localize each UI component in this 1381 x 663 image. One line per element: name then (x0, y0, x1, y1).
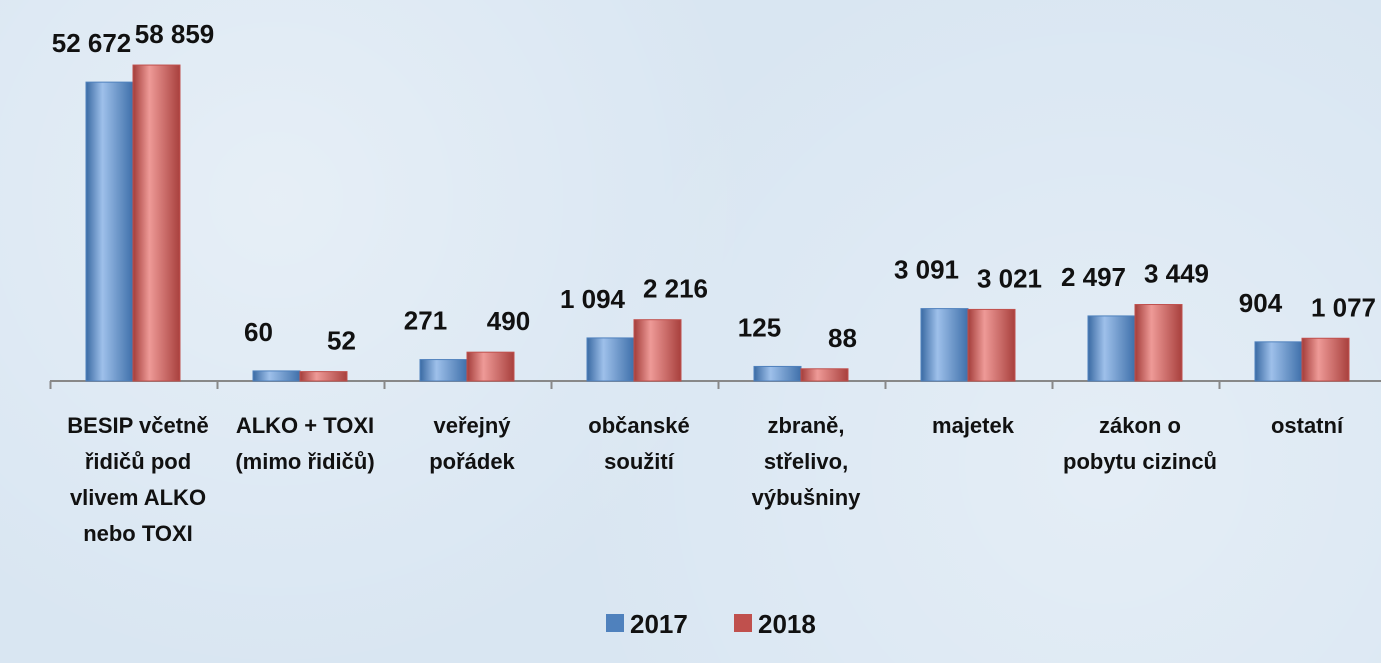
data-label: 1 077 (1311, 292, 1376, 322)
bar (633, 319, 682, 382)
data-label: 125 (738, 312, 781, 342)
data-label: 1 094 (560, 284, 626, 314)
x-tick-label: ALKO + TOXI (mimo řidičů) (235, 413, 375, 474)
bar (800, 368, 849, 382)
bar (1134, 304, 1183, 382)
x-tick-label: občanské soužití (588, 413, 690, 474)
bar (1254, 341, 1303, 382)
bar (299, 371, 348, 382)
data-label: 2 216 (643, 274, 708, 304)
legend-swatch (606, 614, 624, 632)
bar (967, 308, 1016, 382)
legend-label: 2018 (758, 609, 816, 639)
data-label: 3 021 (977, 263, 1042, 293)
bar (252, 370, 301, 382)
bar (1301, 337, 1350, 382)
bar (466, 351, 515, 382)
data-label: 88 (828, 323, 857, 353)
data-label: 271 (404, 306, 447, 336)
data-label: 3 449 (1144, 259, 1209, 289)
x-tick-label: zákon o pobytu cizinců (1063, 413, 1217, 474)
bar (85, 81, 134, 382)
x-tick-label: BESIP včetně řidičů pod vlivem ALKO nebo… (67, 413, 209, 546)
data-label: 2 497 (1061, 262, 1126, 292)
data-label: 60 (244, 317, 273, 347)
data-label: 52 672 (52, 28, 132, 58)
bar (586, 337, 635, 382)
data-label: 52 (327, 326, 356, 356)
x-tick-label: veřejný pořádek (429, 413, 515, 474)
bar (132, 64, 181, 382)
bar (753, 365, 802, 382)
data-label: 490 (487, 306, 530, 336)
bar (419, 359, 468, 382)
legend-swatch (734, 614, 752, 632)
legend-label: 2017 (630, 609, 688, 639)
data-label: 904 (1239, 288, 1283, 318)
bar (1087, 315, 1136, 382)
bar (920, 308, 969, 382)
x-tick-label: zbraně, střelivo, výbušniny (751, 413, 861, 510)
x-tick-label: majetek (932, 413, 1014, 438)
x-tick-label: ostatní (1270, 413, 1344, 438)
data-label: 3 091 (894, 255, 959, 285)
data-label: 58 859 (135, 19, 215, 49)
